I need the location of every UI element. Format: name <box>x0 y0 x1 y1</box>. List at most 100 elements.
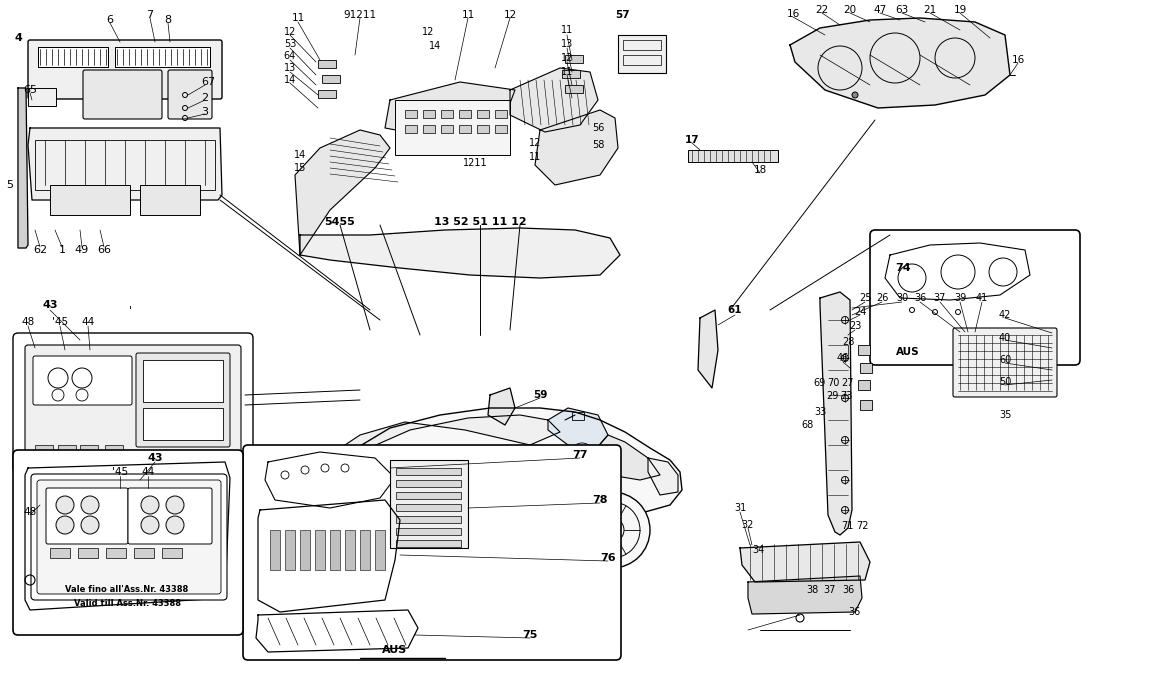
Text: 27: 27 <box>841 378 853 388</box>
Text: 43: 43 <box>43 300 58 310</box>
Text: 44: 44 <box>141 467 154 477</box>
Text: 49: 49 <box>75 245 90 255</box>
Text: 3: 3 <box>201 107 208 117</box>
Text: 11: 11 <box>529 152 542 162</box>
Text: 8: 8 <box>164 15 171 25</box>
Polygon shape <box>320 408 682 522</box>
Circle shape <box>166 516 184 534</box>
Text: 53: 53 <box>284 39 297 49</box>
Text: 76: 76 <box>600 553 615 563</box>
Bar <box>459 110 471 118</box>
FancyBboxPatch shape <box>28 40 222 99</box>
Text: 23: 23 <box>849 321 861 331</box>
Text: 13 52 51 11 12: 13 52 51 11 12 <box>434 217 527 227</box>
Bar <box>858 380 871 390</box>
Polygon shape <box>348 498 440 538</box>
Bar <box>322 75 340 83</box>
Text: 4: 4 <box>14 33 22 43</box>
Text: 28: 28 <box>842 337 854 347</box>
Circle shape <box>81 496 99 514</box>
Bar <box>81 445 98 455</box>
Polygon shape <box>535 110 618 185</box>
Circle shape <box>76 389 89 401</box>
Bar <box>396 516 461 523</box>
Text: 50: 50 <box>999 377 1011 387</box>
Text: 12: 12 <box>561 53 573 63</box>
Text: 11: 11 <box>561 25 573 35</box>
Circle shape <box>56 496 74 514</box>
Bar <box>106 548 126 558</box>
Circle shape <box>141 496 159 514</box>
Bar <box>405 125 417 133</box>
Text: 44: 44 <box>82 317 94 327</box>
Text: 31: 31 <box>734 503 746 513</box>
Bar <box>459 125 471 133</box>
Bar <box>494 110 507 118</box>
Bar <box>390 460 468 548</box>
Text: 30: 30 <box>896 293 908 303</box>
Text: 41: 41 <box>976 293 988 303</box>
Bar <box>58 445 76 455</box>
Text: 13: 13 <box>561 39 573 49</box>
Text: 64: 64 <box>284 51 297 61</box>
Circle shape <box>56 516 74 534</box>
FancyBboxPatch shape <box>46 488 128 544</box>
Text: 7: 7 <box>146 10 154 20</box>
Polygon shape <box>28 128 222 200</box>
Polygon shape <box>385 82 515 138</box>
Bar <box>477 125 489 133</box>
FancyBboxPatch shape <box>33 356 132 405</box>
Polygon shape <box>647 458 678 495</box>
Text: 12: 12 <box>422 27 435 37</box>
FancyBboxPatch shape <box>243 445 621 660</box>
Text: Valid till Ass.Nr. 43388: Valid till Ass.Nr. 43388 <box>74 598 181 607</box>
Bar <box>49 548 70 558</box>
FancyBboxPatch shape <box>953 328 1057 397</box>
Text: 48: 48 <box>22 317 34 327</box>
Text: 24: 24 <box>853 307 866 317</box>
Text: 36: 36 <box>914 293 926 303</box>
Bar <box>565 85 583 93</box>
Text: 56: 56 <box>592 123 604 133</box>
Polygon shape <box>322 465 360 510</box>
Bar <box>105 445 123 455</box>
Bar <box>562 70 580 78</box>
Text: 75: 75 <box>522 630 538 640</box>
Text: 12: 12 <box>284 27 297 37</box>
Bar <box>858 345 871 355</box>
Text: 21: 21 <box>923 5 936 15</box>
Bar <box>860 363 872 373</box>
Text: 5: 5 <box>7 180 14 190</box>
Text: 74: 74 <box>895 263 911 273</box>
Bar <box>300 530 311 570</box>
FancyBboxPatch shape <box>31 474 227 600</box>
Text: 73: 73 <box>840 391 852 401</box>
Text: 1211: 1211 <box>462 158 488 168</box>
Bar <box>315 530 325 570</box>
Text: 63: 63 <box>896 5 908 15</box>
Bar <box>440 125 453 133</box>
Text: 29: 29 <box>826 391 838 401</box>
Bar <box>494 125 507 133</box>
Bar <box>319 60 336 68</box>
Text: 71: 71 <box>841 521 853 531</box>
Text: 11: 11 <box>291 13 305 23</box>
Polygon shape <box>325 415 560 478</box>
Text: 12: 12 <box>529 138 542 148</box>
Polygon shape <box>595 435 660 480</box>
Text: 78: 78 <box>592 495 607 505</box>
Polygon shape <box>296 130 390 255</box>
Text: 19: 19 <box>953 5 967 15</box>
Bar <box>688 150 779 162</box>
Text: 62: 62 <box>33 245 47 255</box>
Text: 20: 20 <box>843 5 857 15</box>
FancyBboxPatch shape <box>37 480 221 594</box>
Polygon shape <box>886 243 1030 300</box>
Text: 22: 22 <box>815 5 829 15</box>
Bar <box>49 185 130 215</box>
Polygon shape <box>509 68 598 132</box>
Bar <box>143 408 223 440</box>
Text: 70: 70 <box>827 378 840 388</box>
Text: 33: 33 <box>814 407 826 417</box>
Circle shape <box>52 389 64 401</box>
